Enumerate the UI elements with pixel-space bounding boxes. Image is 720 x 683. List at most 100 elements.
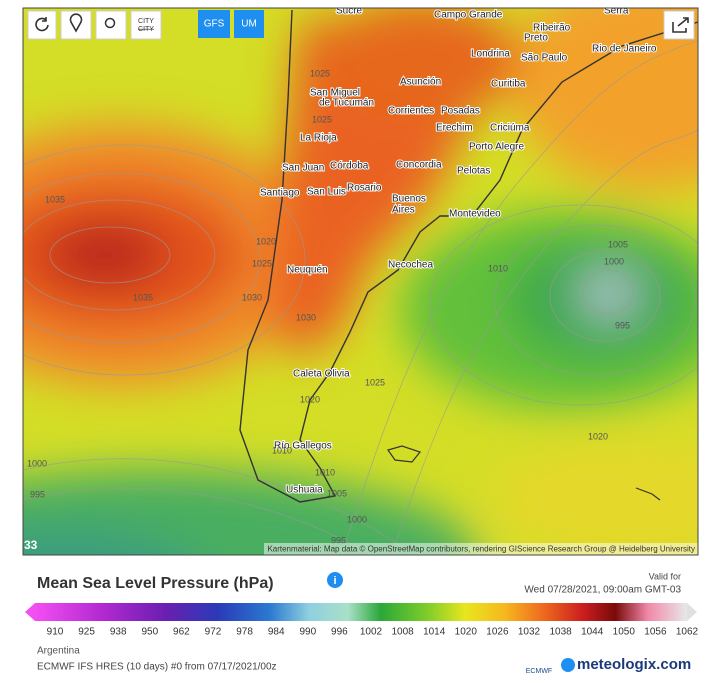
city-label: Erechim	[436, 123, 473, 134]
scale-tick-label: 1056	[644, 627, 667, 638]
isobar-label: 1025	[252, 258, 272, 268]
city-label: Londrina	[471, 49, 510, 60]
city-label: Montevideo	[449, 209, 501, 220]
isobar-label: 1030	[242, 292, 262, 302]
city-label: Preto	[524, 33, 548, 44]
isobar-label: 1035	[45, 194, 65, 204]
isobar-label: 1010	[315, 467, 335, 477]
city-label: Neuquén	[287, 265, 328, 276]
city-label: Curitiba	[491, 79, 526, 90]
map-frame	[22, 7, 699, 556]
city-button[interactable]	[130, 10, 162, 40]
isobars	[23, 39, 698, 555]
city-label: Rio de Janeiro	[592, 44, 657, 55]
city-label: San Luis	[307, 187, 346, 198]
isobar-label: 1005	[327, 488, 347, 498]
city-label: Sucre	[336, 6, 363, 17]
region: Argentina	[37, 646, 80, 657]
city-label: Serra	[604, 6, 629, 17]
legend-title: Mean Sea Level Pressure (hPa)	[37, 575, 274, 592]
attribution: Kartenmaterial: Map data © OpenStreetMap…	[267, 545, 695, 554]
scale-tick-label: 910	[47, 627, 64, 638]
city-label: Necochea	[388, 260, 433, 271]
city-label: Santiago	[260, 188, 300, 199]
isobar-label: 1020	[588, 431, 608, 441]
isobar-label: 1025	[312, 114, 332, 124]
scale-arrow	[25, 603, 35, 621]
zoom-icon	[104, 17, 116, 29]
city-label: São Paulo	[521, 53, 568, 64]
city-label: Buenos	[392, 194, 426, 205]
scale-tick-label: 990	[299, 627, 316, 638]
city-label: Ribeirão	[533, 23, 571, 34]
isobar-label: 995	[615, 320, 630, 330]
isobar-label: 1000	[347, 514, 367, 524]
locate-button[interactable]	[60, 10, 92, 40]
scale-tick-label: 1044	[581, 627, 604, 638]
locate-icon	[69, 13, 83, 33]
isobar-label: 995	[30, 489, 45, 499]
scale-tick-label: 1062	[676, 627, 699, 638]
isobar-label: 1010	[272, 445, 292, 455]
scale-tick-label: 925	[78, 627, 95, 638]
isobar-label: 1030	[296, 312, 316, 322]
attribution-bg	[264, 543, 698, 555]
scale-tick-label: 996	[331, 627, 348, 638]
city-label: Pelotas	[457, 166, 490, 177]
share-button[interactable]	[663, 10, 695, 40]
corner-label: 33	[24, 538, 38, 552]
scale-tick-label: 1038	[549, 627, 572, 638]
info-icon: i	[333, 575, 336, 587]
scale-tick-label: 938	[110, 627, 127, 638]
isobar-labels: 1035 1035 1025 1025 1020 1025 1030 1030 1025 1020…	[27, 68, 630, 545]
zoom-button[interactable]	[95, 10, 127, 40]
info-button[interactable]	[327, 572, 343, 588]
city-label: Aires	[392, 205, 415, 216]
isobar-label: 1000	[27, 458, 47, 468]
isobar-label: 1025	[365, 377, 385, 387]
model-button[interactable]	[234, 10, 264, 38]
city-label: Concordia	[396, 160, 442, 171]
city-label: Rosario	[347, 183, 382, 194]
city-label: San Juan	[282, 163, 324, 174]
share-icon	[672, 17, 689, 33]
site-logo: meteologix.com	[577, 656, 691, 673]
city-label: Campo Grande	[434, 10, 503, 21]
isobar-label: 1000	[604, 256, 624, 266]
legend-panel: Mean Sea Level Pressure (hPa) i Valid fo…	[25, 571, 699, 675]
city-button-label-off: CITY	[138, 26, 154, 33]
scale-arrow	[687, 603, 697, 621]
isobar-label: 1025	[310, 68, 330, 78]
scale-tick-label: 1014	[423, 627, 446, 638]
model-label: UM	[241, 19, 257, 30]
city-label: La Rioja	[300, 133, 337, 144]
city-label: Río Gallegos	[274, 441, 332, 452]
scale-tick-label: 1008	[391, 627, 414, 638]
city-button-label: CITY	[138, 18, 154, 25]
islands	[387, 445, 661, 501]
isobar-label: 1020	[256, 236, 276, 246]
model-label: GFS	[204, 19, 225, 30]
valid-time: Wed 07/28/2021, 09:00am GMT-03	[524, 585, 681, 596]
scale-tick-label: 1032	[518, 627, 541, 638]
scale-tick-label: 978	[236, 627, 253, 638]
scale-tick-label: 950	[141, 627, 158, 638]
reload-icon	[35, 17, 49, 32]
run-info: ECMWF IFS HRES (10 days) #0 from 07/17/2…	[37, 662, 277, 673]
reload-button[interactable]	[27, 10, 57, 40]
provider-logo: ECMWF	[526, 668, 552, 675]
model-button[interactable]	[198, 10, 230, 38]
scale-tick-label: 1020	[455, 627, 478, 638]
isobar-label: 995	[331, 535, 346, 545]
isobar-label: 1010	[488, 263, 508, 273]
city-label: Caleta Olivia	[293, 369, 350, 380]
color-scale	[35, 603, 687, 621]
toolbar: CITY CITY GFS UM	[27, 10, 695, 40]
scale-tick-label: 962	[173, 627, 190, 638]
scale-tick-label: 1026	[486, 627, 509, 638]
city-label: Asunción	[400, 77, 441, 88]
coastline	[239, 9, 698, 503]
